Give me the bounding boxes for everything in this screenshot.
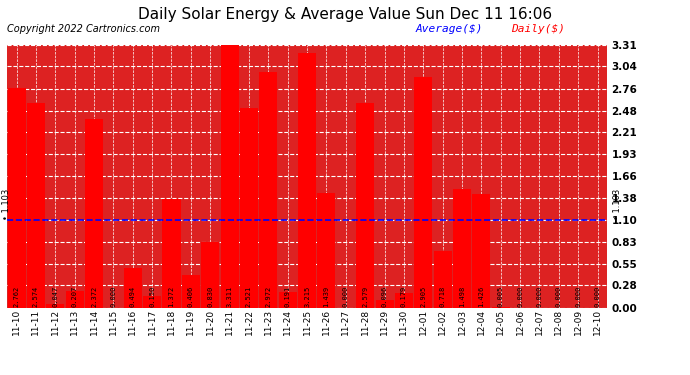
Text: 0.000: 0.000	[110, 286, 117, 307]
Text: Copyright 2022 Cartronics.com: Copyright 2022 Cartronics.com	[7, 24, 160, 34]
Text: 0.000: 0.000	[555, 286, 562, 307]
Bar	[46, 304, 64, 307]
Text: 0.718: 0.718	[440, 286, 446, 307]
Text: Daily Solar Energy & Average Value Sun Dec 11 16:06: Daily Solar Energy & Average Value Sun D…	[138, 8, 552, 22]
Bar	[221, 45, 239, 308]
Text: 0.830: 0.830	[207, 286, 213, 307]
Text: 0.191: 0.191	[285, 286, 290, 307]
Text: 0.005: 0.005	[497, 286, 504, 307]
Text: 0.494: 0.494	[130, 286, 136, 307]
Text: 2.521: 2.521	[246, 286, 252, 307]
Bar	[433, 251, 452, 308]
Text: 0.000: 0.000	[517, 286, 523, 307]
Bar	[453, 189, 471, 308]
Text: 2.972: 2.972	[266, 286, 271, 307]
Bar	[492, 307, 510, 308]
Text: 1.372: 1.372	[168, 286, 175, 307]
Text: 3.311: 3.311	[226, 286, 233, 307]
Bar	[85, 119, 103, 308]
Text: 2.372: 2.372	[91, 286, 97, 307]
Text: 0.047: 0.047	[52, 286, 59, 307]
Bar	[8, 88, 26, 308]
Text: 0.096: 0.096	[382, 286, 388, 307]
Text: 0.000: 0.000	[575, 286, 581, 307]
Text: 0.000: 0.000	[343, 286, 348, 307]
Text: 3.215: 3.215	[304, 286, 310, 307]
Text: 2.905: 2.905	[420, 286, 426, 307]
Text: 0.179: 0.179	[401, 286, 407, 307]
Text: 1.498: 1.498	[459, 286, 465, 307]
Bar	[66, 291, 83, 308]
Text: 0.000: 0.000	[536, 286, 542, 307]
Text: 2.762: 2.762	[14, 286, 19, 307]
Text: • 1.103: • 1.103	[2, 189, 12, 220]
Text: 1.426: 1.426	[478, 286, 484, 307]
Text: 1.439: 1.439	[324, 286, 329, 307]
Text: 2.574: 2.574	[33, 286, 39, 307]
Text: 0.207: 0.207	[72, 286, 78, 307]
Bar	[240, 108, 258, 307]
Bar	[317, 194, 335, 308]
Text: • 1.103: • 1.103	[613, 189, 622, 220]
Text: 0.150: 0.150	[149, 286, 155, 307]
Bar	[473, 194, 491, 308]
Bar	[27, 104, 45, 308]
Text: 0.000: 0.000	[595, 286, 600, 307]
Bar	[124, 268, 141, 308]
Text: 0.406: 0.406	[188, 286, 194, 307]
Bar	[201, 242, 219, 308]
Bar	[279, 292, 297, 308]
Bar	[143, 296, 161, 307]
Bar	[259, 72, 277, 308]
Bar	[298, 53, 316, 308]
Text: 2.579: 2.579	[362, 286, 368, 307]
Bar	[162, 199, 181, 308]
Bar	[182, 275, 200, 308]
Text: Daily($): Daily($)	[511, 24, 565, 34]
Bar	[356, 103, 374, 308]
Text: Average($): Average($)	[415, 24, 482, 34]
Bar	[395, 293, 413, 308]
Bar	[414, 77, 432, 308]
Bar	[375, 300, 393, 307]
